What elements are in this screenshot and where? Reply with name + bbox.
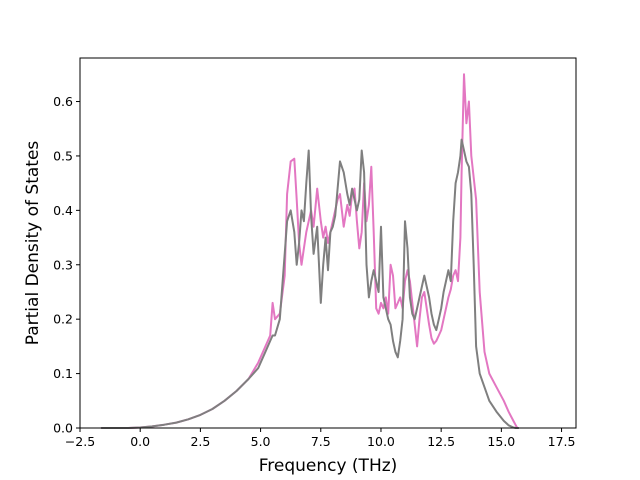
x-tick-label: 10.0 [367,434,395,449]
x-tick-label: 0.0 [130,434,150,449]
x-axis-label: Frequency (THz) [259,456,398,476]
y-tick-label: 0.1 [53,366,73,381]
x-tick-label: 7.5 [311,434,331,449]
y-tick-label: 0.6 [53,94,73,109]
x-axis-ticks: −2.5 0.0 2.5 5.0 7.5 10.0 12.5 15.0 17.5 [65,428,576,449]
series-line-2 [100,138,520,429]
x-tick-label: 15.0 [487,434,515,449]
x-tick-label: 5.0 [251,434,271,449]
y-axis-label: Partial Density of States [23,141,43,346]
plot-frame [79,57,577,429]
x-tick-label: 12.5 [427,434,455,449]
y-tick-label: 0.3 [53,257,73,272]
x-tick-label: 17.5 [548,434,576,449]
y-tick-label: 0.4 [53,203,73,218]
y-tick-label: 0.5 [53,148,73,163]
x-tick-label: 2.5 [190,434,210,449]
x-tick-label: −2.5 [65,434,95,449]
y-axis-ticks: 0.0 0.1 0.2 0.3 0.4 0.5 0.6 [53,94,80,436]
y-tick-label: 0.0 [53,421,73,436]
y-tick-label: 0.2 [53,312,73,327]
series-layer [100,73,520,429]
